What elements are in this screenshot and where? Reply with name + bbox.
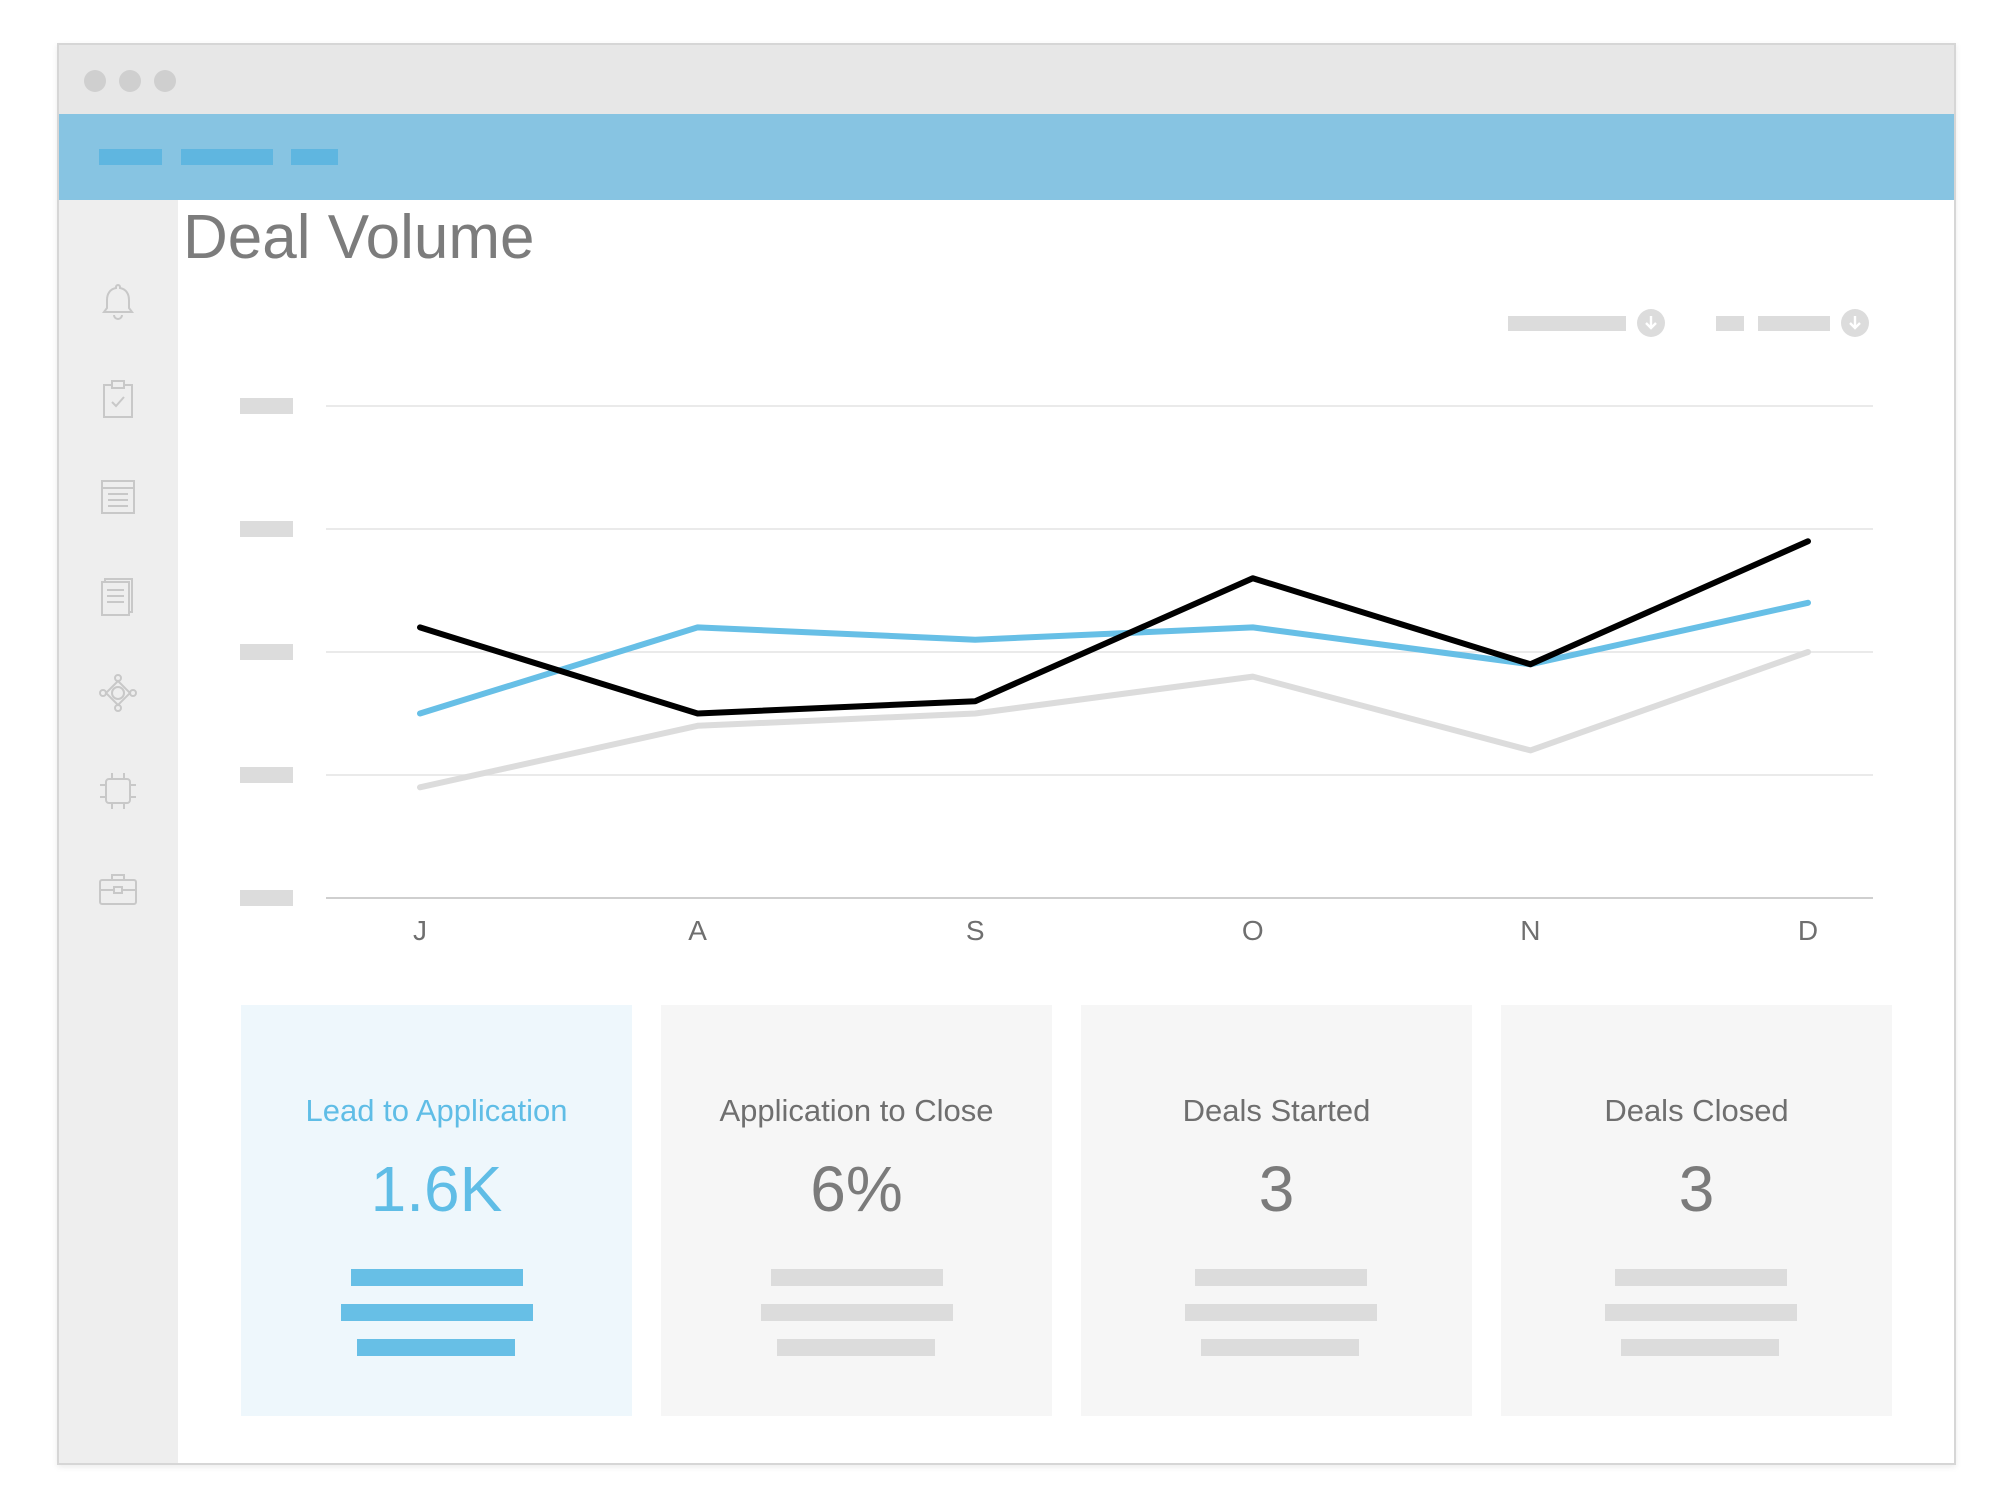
placeholder-line [771, 1269, 943, 1286]
chip-icon [100, 773, 136, 809]
placeholder-line [1195, 1269, 1367, 1286]
filter-dropdown-1[interactable] [1508, 308, 1666, 338]
chevron-down-circle-icon [1840, 308, 1870, 338]
placeholder-line [1201, 1339, 1359, 1356]
clipboard-check-icon [103, 380, 133, 418]
placeholder-line [1605, 1304, 1797, 1321]
kpi-card-value: 3 [1258, 1153, 1295, 1225]
document-icon [101, 578, 133, 616]
placeholder-line [1621, 1339, 1779, 1356]
placeholder-line [777, 1339, 935, 1356]
nav-item-1[interactable] [99, 149, 162, 165]
sidebar-item-portfolio[interactable] [97, 868, 139, 910]
kpi-card-deals-closed[interactable]: Deals Closed 3 [1501, 1005, 1892, 1416]
nav-item-2[interactable] [181, 149, 273, 165]
page-title: Deal Volume [183, 203, 535, 272]
kpi-card-value: 6% [810, 1153, 903, 1225]
network-icon [99, 674, 137, 712]
sidebar-item-documents[interactable] [97, 574, 139, 616]
kpi-card-deals-started[interactable]: Deals Started 3 [1081, 1005, 1472, 1416]
filter-dropdown-1-label [1508, 315, 1626, 331]
kpi-card-label: Lead to Application [305, 1093, 568, 1128]
list-icon [101, 480, 135, 514]
briefcase-icon [99, 874, 137, 905]
window-titlebar [59, 45, 1954, 114]
kpi-card-label: Deals Closed [1604, 1093, 1789, 1128]
placeholder-line [351, 1269, 523, 1286]
kpi-card-application-to-close[interactable]: Application to Close 6% [661, 1005, 1052, 1416]
sidebar [59, 200, 178, 1463]
placeholder-line [1615, 1269, 1787, 1286]
sidebar-item-notifications[interactable] [97, 280, 139, 322]
top-navbar [59, 114, 1954, 200]
kpi-card-label: Application to Close [719, 1093, 994, 1128]
placeholder-line [1185, 1304, 1377, 1321]
window-maximize-dot[interactable] [154, 70, 176, 92]
kpi-card-label: Deals Started [1182, 1093, 1371, 1128]
window-close-dot[interactable] [84, 70, 106, 92]
sidebar-item-list[interactable] [97, 476, 139, 518]
filter-dropdown-2-label [1758, 315, 1830, 331]
bell-icon [102, 283, 134, 320]
placeholder-line [761, 1304, 953, 1321]
nav-item-3[interactable] [291, 149, 338, 165]
kpi-card-value: 1.6K [370, 1153, 503, 1225]
placeholder-line [357, 1339, 515, 1356]
filter-dropdown-2[interactable] [1716, 308, 1870, 338]
placeholder-line [341, 1304, 533, 1321]
sidebar-item-tasks[interactable] [97, 378, 139, 420]
filter-dropdown-2-prefix [1716, 315, 1744, 331]
window-minimize-dot[interactable] [119, 70, 141, 92]
sidebar-item-integrations[interactable] [97, 672, 139, 714]
sidebar-item-devices[interactable] [97, 770, 139, 812]
kpi-card-value: 3 [1678, 1153, 1715, 1225]
chevron-down-circle-icon [1636, 308, 1666, 338]
kpi-card-lead-to-application[interactable]: Lead to Application 1.6K [241, 1005, 632, 1416]
